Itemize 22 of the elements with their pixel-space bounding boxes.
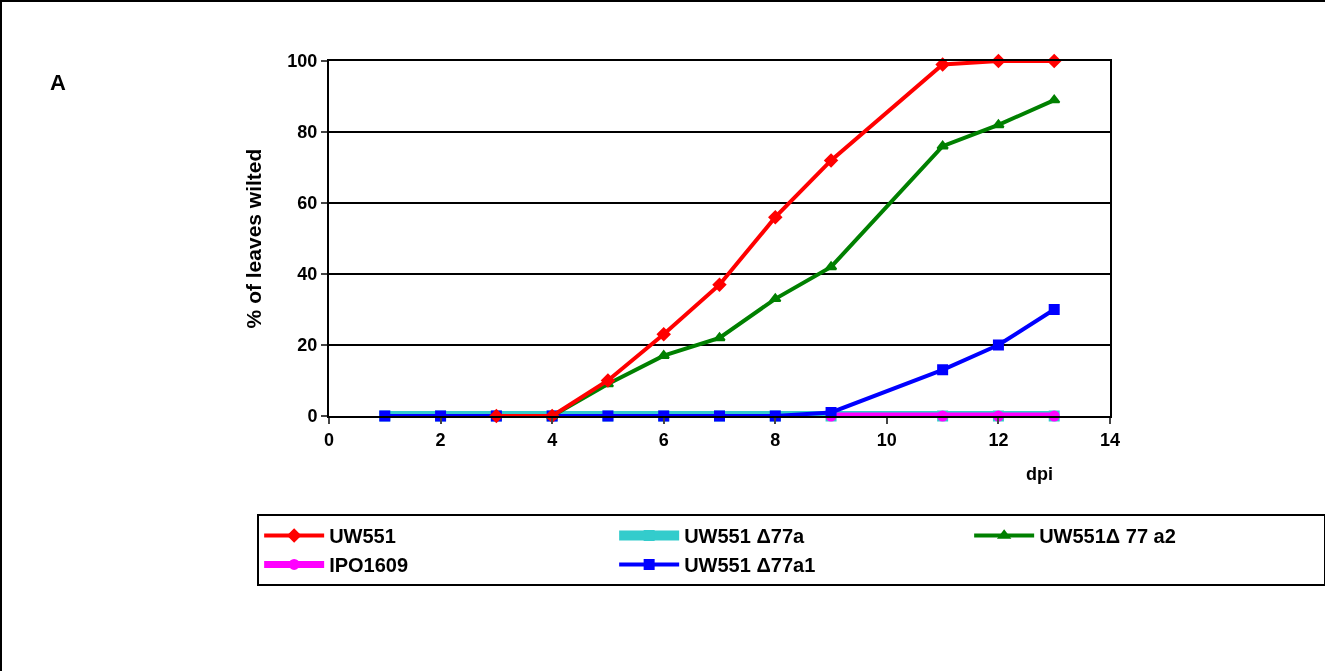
legend-label: UW551 Δ77a [684,525,806,548]
x-tick-label: 6 [658,429,669,450]
legend-label: IPO1609 [329,554,409,577]
legend-label: UW551 Δ77a1 [684,554,816,577]
x-tick-label: 8 [770,429,781,450]
y-tick-label: 80 [297,122,318,143]
x-tick-label: 10 [876,429,897,450]
x-tick-label: 2 [435,429,446,450]
y-tick-label: 20 [297,335,318,356]
y-tick-label: 40 [297,264,318,285]
x-tick-label: 0 [323,429,335,450]
x-tick-label: 12 [988,429,1009,450]
y-tick-label: 0 [307,406,318,427]
y-tick-label: 60 [297,193,318,214]
legend-label: UW551Δ 77 a2 [1039,525,1176,548]
x-axis-title: dpi [1026,464,1053,484]
x-tick-label: 14 [1099,429,1121,450]
x-tick-label: 4 [547,429,558,450]
y-axis-title: % of leaves wilted [242,148,265,329]
y-tick-label: 100 [287,51,318,72]
legend-label: UW551 [329,525,396,548]
text: A [50,70,66,95]
